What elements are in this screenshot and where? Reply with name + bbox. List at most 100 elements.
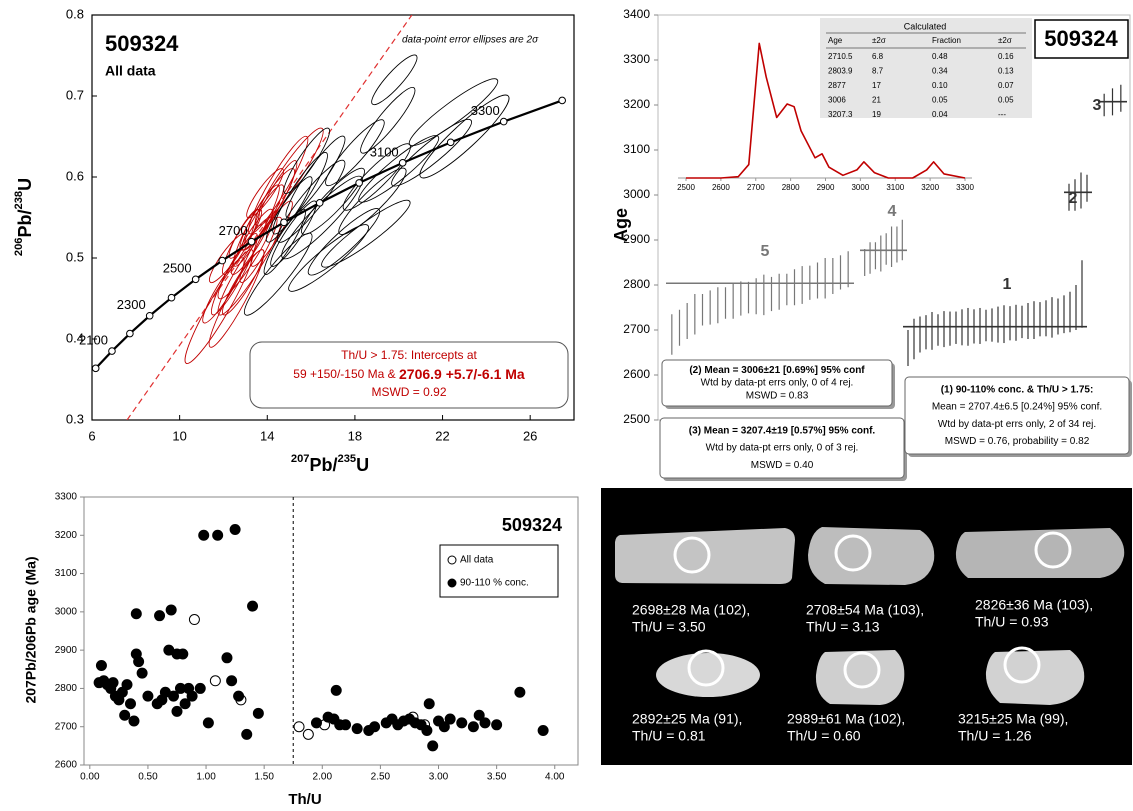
- age-label: 3300: [471, 103, 500, 118]
- data-point: [422, 726, 432, 736]
- y-tick-label: 3300: [55, 492, 78, 503]
- inset-tick-label: 3000: [851, 183, 869, 192]
- y-tick-label: 2500: [623, 412, 650, 426]
- label-part: 235: [338, 453, 357, 465]
- table-title: Calculated: [904, 21, 947, 31]
- data-point: [311, 718, 321, 728]
- y-axis-label: Age: [611, 208, 631, 242]
- page: 610141822260.30.40.50.60.70.821002300250…: [0, 0, 1133, 811]
- data-point: [172, 706, 182, 716]
- data-point: [166, 605, 176, 615]
- grain-caption: Th/U = 0.93: [975, 614, 1049, 630]
- stats-line: (2) Mean = 3006±21 [0.69%] 95% conf: [689, 365, 865, 376]
- y-axis-label: 206Pb/238U: [13, 178, 35, 256]
- group-label: 4: [888, 203, 897, 220]
- concordia-marker: [248, 238, 255, 245]
- figure: 610141822260.30.40.50.60.70.821002300250…: [0, 0, 1133, 811]
- legend-marker: [448, 579, 456, 587]
- data-point: [213, 530, 223, 540]
- y-tick-label: 3400: [623, 7, 650, 21]
- inset-tick-label: 3200: [921, 183, 939, 192]
- data-point: [331, 685, 341, 695]
- y-tick-label: 0.8: [66, 6, 84, 21]
- y-tick-label: 3200: [55, 530, 78, 541]
- data-point: [195, 683, 205, 693]
- y-tick-label: 0.5: [66, 249, 84, 264]
- grain: [956, 528, 1124, 578]
- data-point: [129, 716, 139, 726]
- concordia-marker: [500, 118, 507, 125]
- concordia-marker: [356, 180, 363, 187]
- age-label: 3100: [370, 144, 399, 159]
- table-cell: ---: [998, 110, 1006, 119]
- grain-caption: 2826±36 Ma (103),: [975, 597, 1093, 613]
- data-point: [480, 718, 490, 728]
- data-point: [108, 678, 118, 688]
- y-tick-label: 2800: [623, 277, 650, 291]
- table-cell: 6.8: [872, 52, 884, 61]
- x-tick-label: 10: [172, 428, 186, 443]
- note: data-point error ellipses are 2σ: [402, 35, 539, 46]
- group-label: 5: [761, 243, 770, 260]
- age-label: 2700: [219, 223, 248, 238]
- grain-caption: Th/U = 0.60: [787, 728, 861, 744]
- table-cell: 0.07: [998, 81, 1014, 90]
- grain-caption: 2698±28 Ma (102),: [632, 602, 750, 618]
- data-point: [137, 668, 147, 678]
- age-label: 2300: [117, 297, 146, 312]
- data-point: [294, 722, 304, 732]
- inset-tick-label: 2700: [747, 183, 765, 192]
- data-point: [515, 687, 525, 697]
- stats-line: Wtd by data-pt errs only, 2 of 34 rej.: [938, 419, 1096, 430]
- data-point: [187, 691, 197, 701]
- data-point: [210, 676, 220, 686]
- concordia-marker: [92, 365, 99, 372]
- x-tick-label: 1.50: [254, 772, 274, 783]
- inset-tick-label: 2500: [677, 183, 695, 192]
- plot-frame: [84, 497, 578, 765]
- stats-line: (3) Mean = 3207.4±19 [0.57%] 95% conf.: [689, 425, 876, 436]
- table-cell: 2877: [828, 81, 846, 90]
- x-tick-label: 2.50: [371, 772, 391, 783]
- x-tick-label: 1.00: [196, 772, 216, 783]
- data-point: [227, 676, 237, 686]
- x-tick-label: 26: [523, 428, 537, 443]
- data-point: [242, 729, 252, 739]
- annotation-text: 59 +150/-150 Ma & 2706.9 +5.7/-6.1 Ma: [293, 366, 525, 382]
- x-tick-label: 4.00: [545, 772, 565, 783]
- table-cell: 0.10: [932, 81, 948, 90]
- annotation-text: Th/U > 1.75: Intercepts at: [341, 348, 477, 362]
- data-point: [178, 649, 188, 659]
- x-tick-label: 2.00: [313, 772, 333, 783]
- table-cell: 0.48: [932, 52, 948, 61]
- legend-marker: [448, 556, 456, 564]
- grain-caption: 2892±25 Ma (91),: [632, 711, 742, 727]
- concordia-marker: [559, 97, 566, 104]
- x-tick-label: 6: [88, 428, 95, 443]
- table-header: ±2σ: [872, 36, 886, 45]
- data-point: [248, 601, 258, 611]
- y-tick-label: 2700: [55, 721, 78, 732]
- data-point: [445, 714, 455, 724]
- y-tick-label: 2700: [623, 322, 650, 336]
- data-point: [131, 609, 141, 619]
- concordia-marker: [168, 294, 175, 301]
- x-tick-label: 0.50: [138, 772, 158, 783]
- data-point: [199, 530, 209, 540]
- group-label: 1: [1003, 276, 1012, 293]
- y-tick-label: 2600: [623, 367, 650, 381]
- legend-label: All data: [460, 555, 494, 566]
- stats-line: Wtd by data-pt errs only, 0 of 3 rej.: [706, 443, 859, 454]
- annotation-part: 59 +150/-150 Ma &: [293, 367, 399, 381]
- table-cell: 8.7: [872, 67, 884, 76]
- y-tick-label: 3300: [623, 52, 650, 66]
- y-tick-label: 0.3: [66, 411, 84, 426]
- inset-tick-label: 2800: [782, 183, 800, 192]
- grain-caption: Th/U = 0.81: [632, 728, 706, 744]
- chart-subtitle: All data: [105, 63, 156, 79]
- concordia-marker: [219, 257, 226, 264]
- table-header: ±2σ: [998, 36, 1012, 45]
- grain-caption: 2989±61 Ma (102),: [787, 711, 905, 727]
- table-cell: 19: [872, 110, 881, 119]
- table-cell: 0.05: [932, 96, 948, 105]
